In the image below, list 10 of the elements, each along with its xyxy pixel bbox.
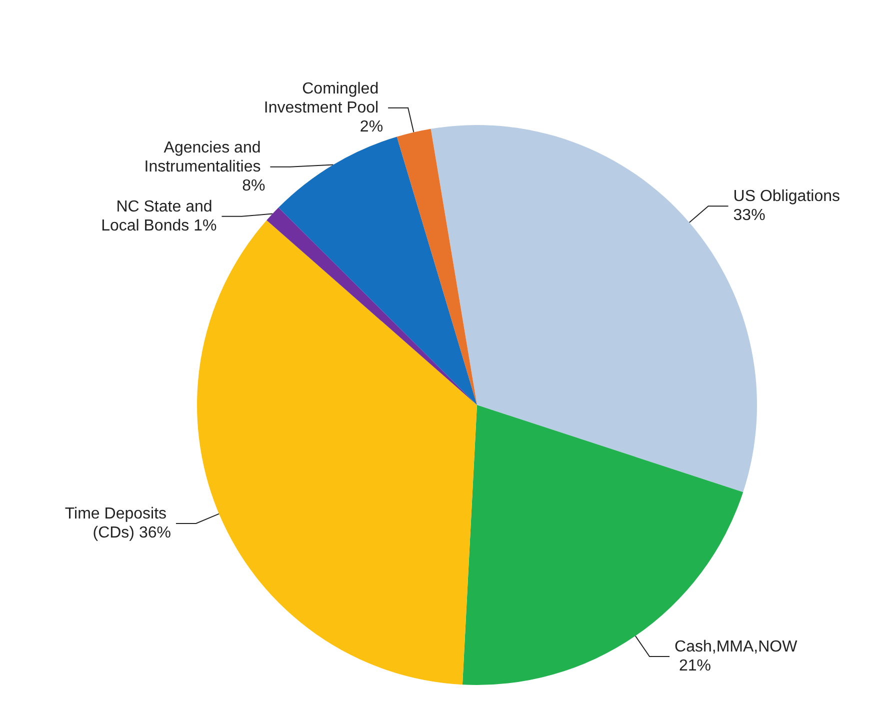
- slice-label: Cash,MMA,NOW: [674, 638, 798, 656]
- slice-label: NC State and Local Bonds 1%: [101, 198, 217, 234]
- data-label: 21%: [674, 658, 712, 675]
- data-label: 8%: [242, 177, 266, 194]
- slice-label: Agencies and Instrumentalities: [144, 139, 266, 176]
- slice-label: Comingled Investment Pool: [264, 80, 384, 116]
- slice-label: Time Deposits (CDs) 36%: [64, 506, 171, 542]
- data-label: 33%: [733, 207, 766, 224]
- slice-label: US Obligations: [733, 188, 844, 206]
- data-label: 2%: [360, 118, 384, 136]
